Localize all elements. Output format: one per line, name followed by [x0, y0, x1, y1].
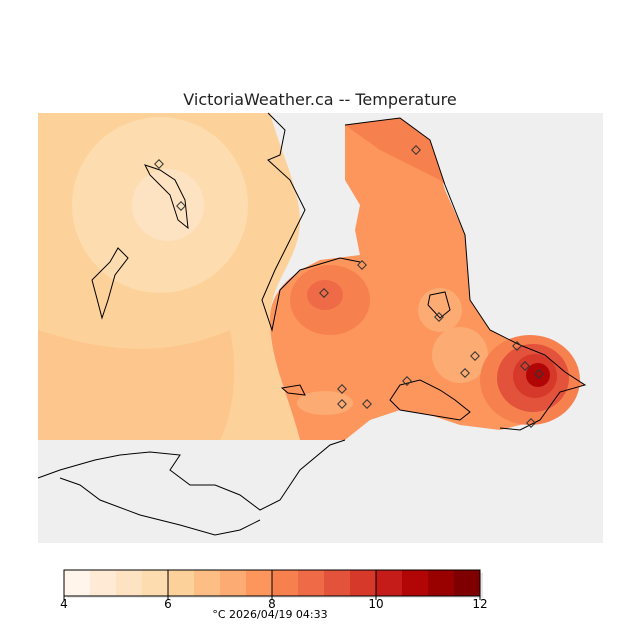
contour-7-7.5-north	[418, 288, 462, 332]
colorbar-bin	[90, 570, 117, 596]
units-timestamp: °C 2026/04/19 04:33	[212, 608, 328, 621]
station-marker[interactable]	[411, 145, 421, 155]
contour-8.5-9	[307, 280, 343, 310]
colorbar-bin	[116, 570, 143, 596]
station-marker[interactable]	[337, 399, 347, 409]
station-marker[interactable]	[154, 159, 164, 169]
contour-south	[38, 330, 235, 440]
station-marker[interactable]	[526, 418, 536, 428]
contour-7-7.5	[432, 327, 488, 383]
colorbar-bin	[298, 570, 325, 596]
colorbar-bin	[246, 570, 273, 596]
station-marker[interactable]	[460, 368, 470, 378]
colorbar-bin	[428, 570, 455, 596]
station-marker[interactable]	[402, 376, 412, 386]
colorbar-bin	[376, 570, 403, 596]
station-marker[interactable]	[337, 384, 347, 394]
coastlines	[37, 112, 587, 536]
colorbar-tick-label: 10	[368, 597, 384, 611]
station-marker[interactable]	[534, 369, 544, 379]
colorbar-tick-label: 4	[60, 597, 68, 611]
colorbar-bin	[194, 570, 221, 596]
station-marker[interactable]	[470, 351, 480, 361]
station-marker[interactable]	[512, 341, 522, 351]
colorbar	[63, 569, 481, 600]
station-marker[interactable]	[362, 399, 372, 409]
colorbar-bin	[64, 570, 91, 596]
colorbar-bin	[350, 570, 377, 596]
map-title: VictoriaWeather.ca -- Temperature	[183, 90, 457, 109]
colorbar-tick-label: 12	[472, 597, 488, 611]
station-marker[interactable]	[357, 260, 367, 270]
station-marker[interactable]	[319, 288, 329, 298]
station-marker[interactable]	[176, 201, 186, 211]
contour-8-8.5-north	[345, 118, 445, 185]
colorbar-tick-label: 8	[268, 597, 276, 611]
colorbar-bin	[402, 570, 429, 596]
colorbar-bin	[454, 570, 481, 596]
contour-11	[526, 363, 550, 387]
colorbar-tick-label: 6	[164, 597, 172, 611]
colorbar-bin	[142, 570, 169, 596]
station-marker[interactable]	[520, 361, 530, 371]
contour-5-5.5	[132, 169, 204, 241]
station-marker[interactable]	[434, 312, 444, 322]
colorbar-bin	[324, 570, 351, 596]
contour-7-7.5-south	[297, 391, 353, 415]
colorbar-bin	[168, 570, 195, 596]
colorbar-bin	[220, 570, 247, 596]
weather-stations	[154, 145, 544, 428]
colorbar-bin	[272, 570, 299, 596]
